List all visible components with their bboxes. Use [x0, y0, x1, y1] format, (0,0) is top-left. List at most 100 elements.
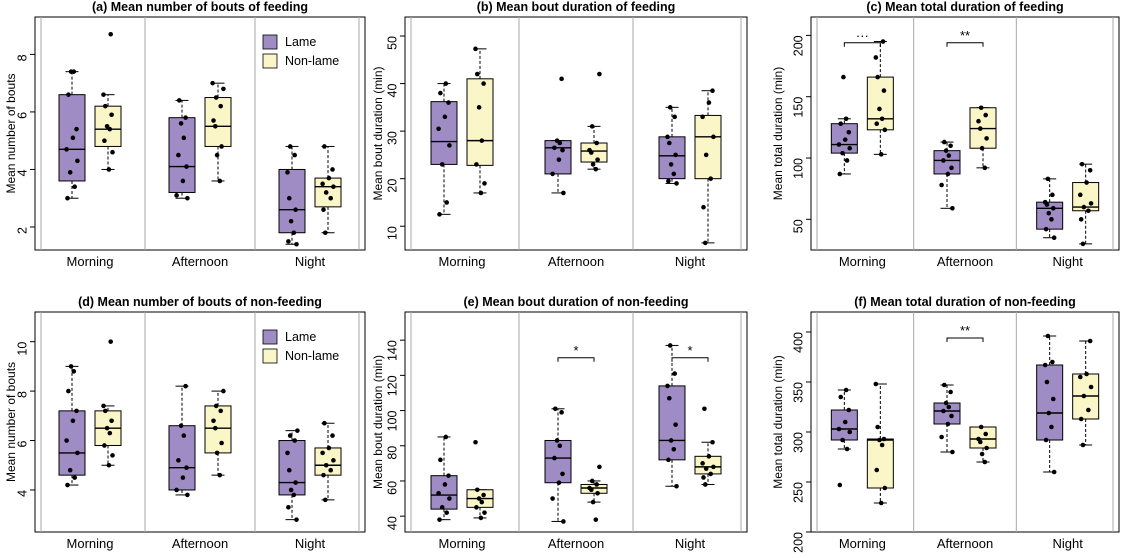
data-point [180, 178, 186, 184]
data-point [330, 433, 335, 438]
data-point [979, 451, 985, 457]
category-dividers [816, 17, 1114, 250]
data-point [322, 144, 327, 149]
data-point [72, 184, 77, 190]
data-point [590, 499, 596, 505]
data-point [217, 472, 223, 478]
y-axis-label: Mean total duration (min) [771, 355, 785, 488]
data-point [595, 157, 600, 162]
y-axis: 40 60 80 100 120 140 [385, 339, 405, 530]
data-point [1050, 192, 1055, 198]
data-point [561, 190, 566, 196]
data-point [943, 400, 949, 406]
box-body [658, 385, 686, 461]
data-point [589, 124, 595, 129]
y-tick-label: 30 [385, 131, 399, 145]
data-point [673, 152, 678, 158]
data-point [976, 118, 981, 124]
data-point [214, 152, 220, 158]
data-point [1088, 384, 1094, 390]
data-point [671, 446, 677, 452]
y-tick-label: 4 [15, 169, 29, 176]
data-point [176, 458, 181, 463]
box-lame [658, 343, 686, 489]
data-point [71, 369, 77, 374]
box-body [580, 483, 608, 494]
data-point [666, 178, 671, 184]
box-lame [830, 74, 858, 177]
panel-e: (e) Mean bout duration of non-feeding 40 6… [371, 295, 748, 551]
data-point [672, 371, 677, 376]
x-category-label: Morning [839, 536, 886, 551]
box-nonlame [969, 424, 997, 465]
data-point [703, 482, 708, 487]
data-point [554, 438, 560, 443]
x-category-label: Morning [839, 254, 886, 269]
data-point [597, 71, 602, 77]
x-category-label: Night [295, 536, 326, 551]
data-point [710, 88, 715, 94]
data-point [331, 184, 336, 190]
panel-title: (c) Mean total duration of feeding [866, 0, 1063, 14]
box-lame [278, 428, 306, 522]
box-nonlame [580, 71, 608, 172]
box-body [430, 101, 458, 165]
significance-label: ** [960, 323, 970, 338]
y-axis: 2 4 6 8 [15, 53, 35, 234]
data-point [708, 471, 713, 477]
data-point [288, 218, 294, 224]
data-point [672, 114, 677, 120]
data-point [703, 240, 708, 246]
data-point [700, 114, 705, 120]
data-point [878, 500, 884, 506]
box-nonlame [580, 464, 608, 522]
y-tick-label: 150 [791, 97, 805, 118]
data-point [110, 453, 115, 458]
data-point [1088, 201, 1094, 206]
data-point [553, 406, 558, 412]
data-point [949, 413, 954, 419]
data-point [101, 403, 106, 409]
box-nonlame [204, 388, 232, 478]
y-axis-label: Mean number of bouts [4, 362, 18, 482]
box-body [430, 475, 458, 510]
data-point [442, 482, 448, 487]
legend: Lame Non-lame [262, 34, 339, 69]
y-tick-label: 6 [15, 112, 29, 119]
x-category-label: Morning [439, 254, 486, 269]
bracket-line [557, 357, 595, 362]
data-point [950, 449, 955, 455]
significance-label: ··· [856, 28, 869, 43]
data-point [221, 86, 226, 92]
data-point [665, 383, 670, 389]
data-point [106, 167, 112, 172]
significance-label: ** [960, 28, 970, 43]
data-point [597, 464, 602, 470]
data-point [595, 490, 600, 496]
y-axis: 4 6 8 10 [15, 341, 35, 497]
box-nonlame [866, 381, 894, 506]
data-point [74, 126, 79, 132]
data-point [552, 455, 557, 461]
legend-swatch-lame [262, 329, 278, 345]
box-body [58, 94, 86, 182]
bracket-line [671, 357, 709, 362]
data-point [875, 74, 880, 80]
data-point [976, 436, 981, 442]
x-category-label: Afternoon [548, 536, 604, 551]
y-tick-label: 100 [385, 411, 399, 432]
data-point [1049, 217, 1054, 222]
y-tick-label: 80 [385, 446, 399, 460]
box-body [694, 114, 722, 180]
significance-bracket: * [557, 343, 595, 362]
legend-swatch-lame [262, 34, 278, 50]
data-point [874, 467, 880, 473]
data-point [706, 100, 712, 105]
box-nonlame [694, 88, 722, 246]
data-point [668, 162, 674, 167]
data-point [1045, 176, 1051, 182]
y-tick-label: 6 [15, 440, 29, 447]
data-point [589, 478, 595, 484]
data-point [701, 475, 706, 480]
